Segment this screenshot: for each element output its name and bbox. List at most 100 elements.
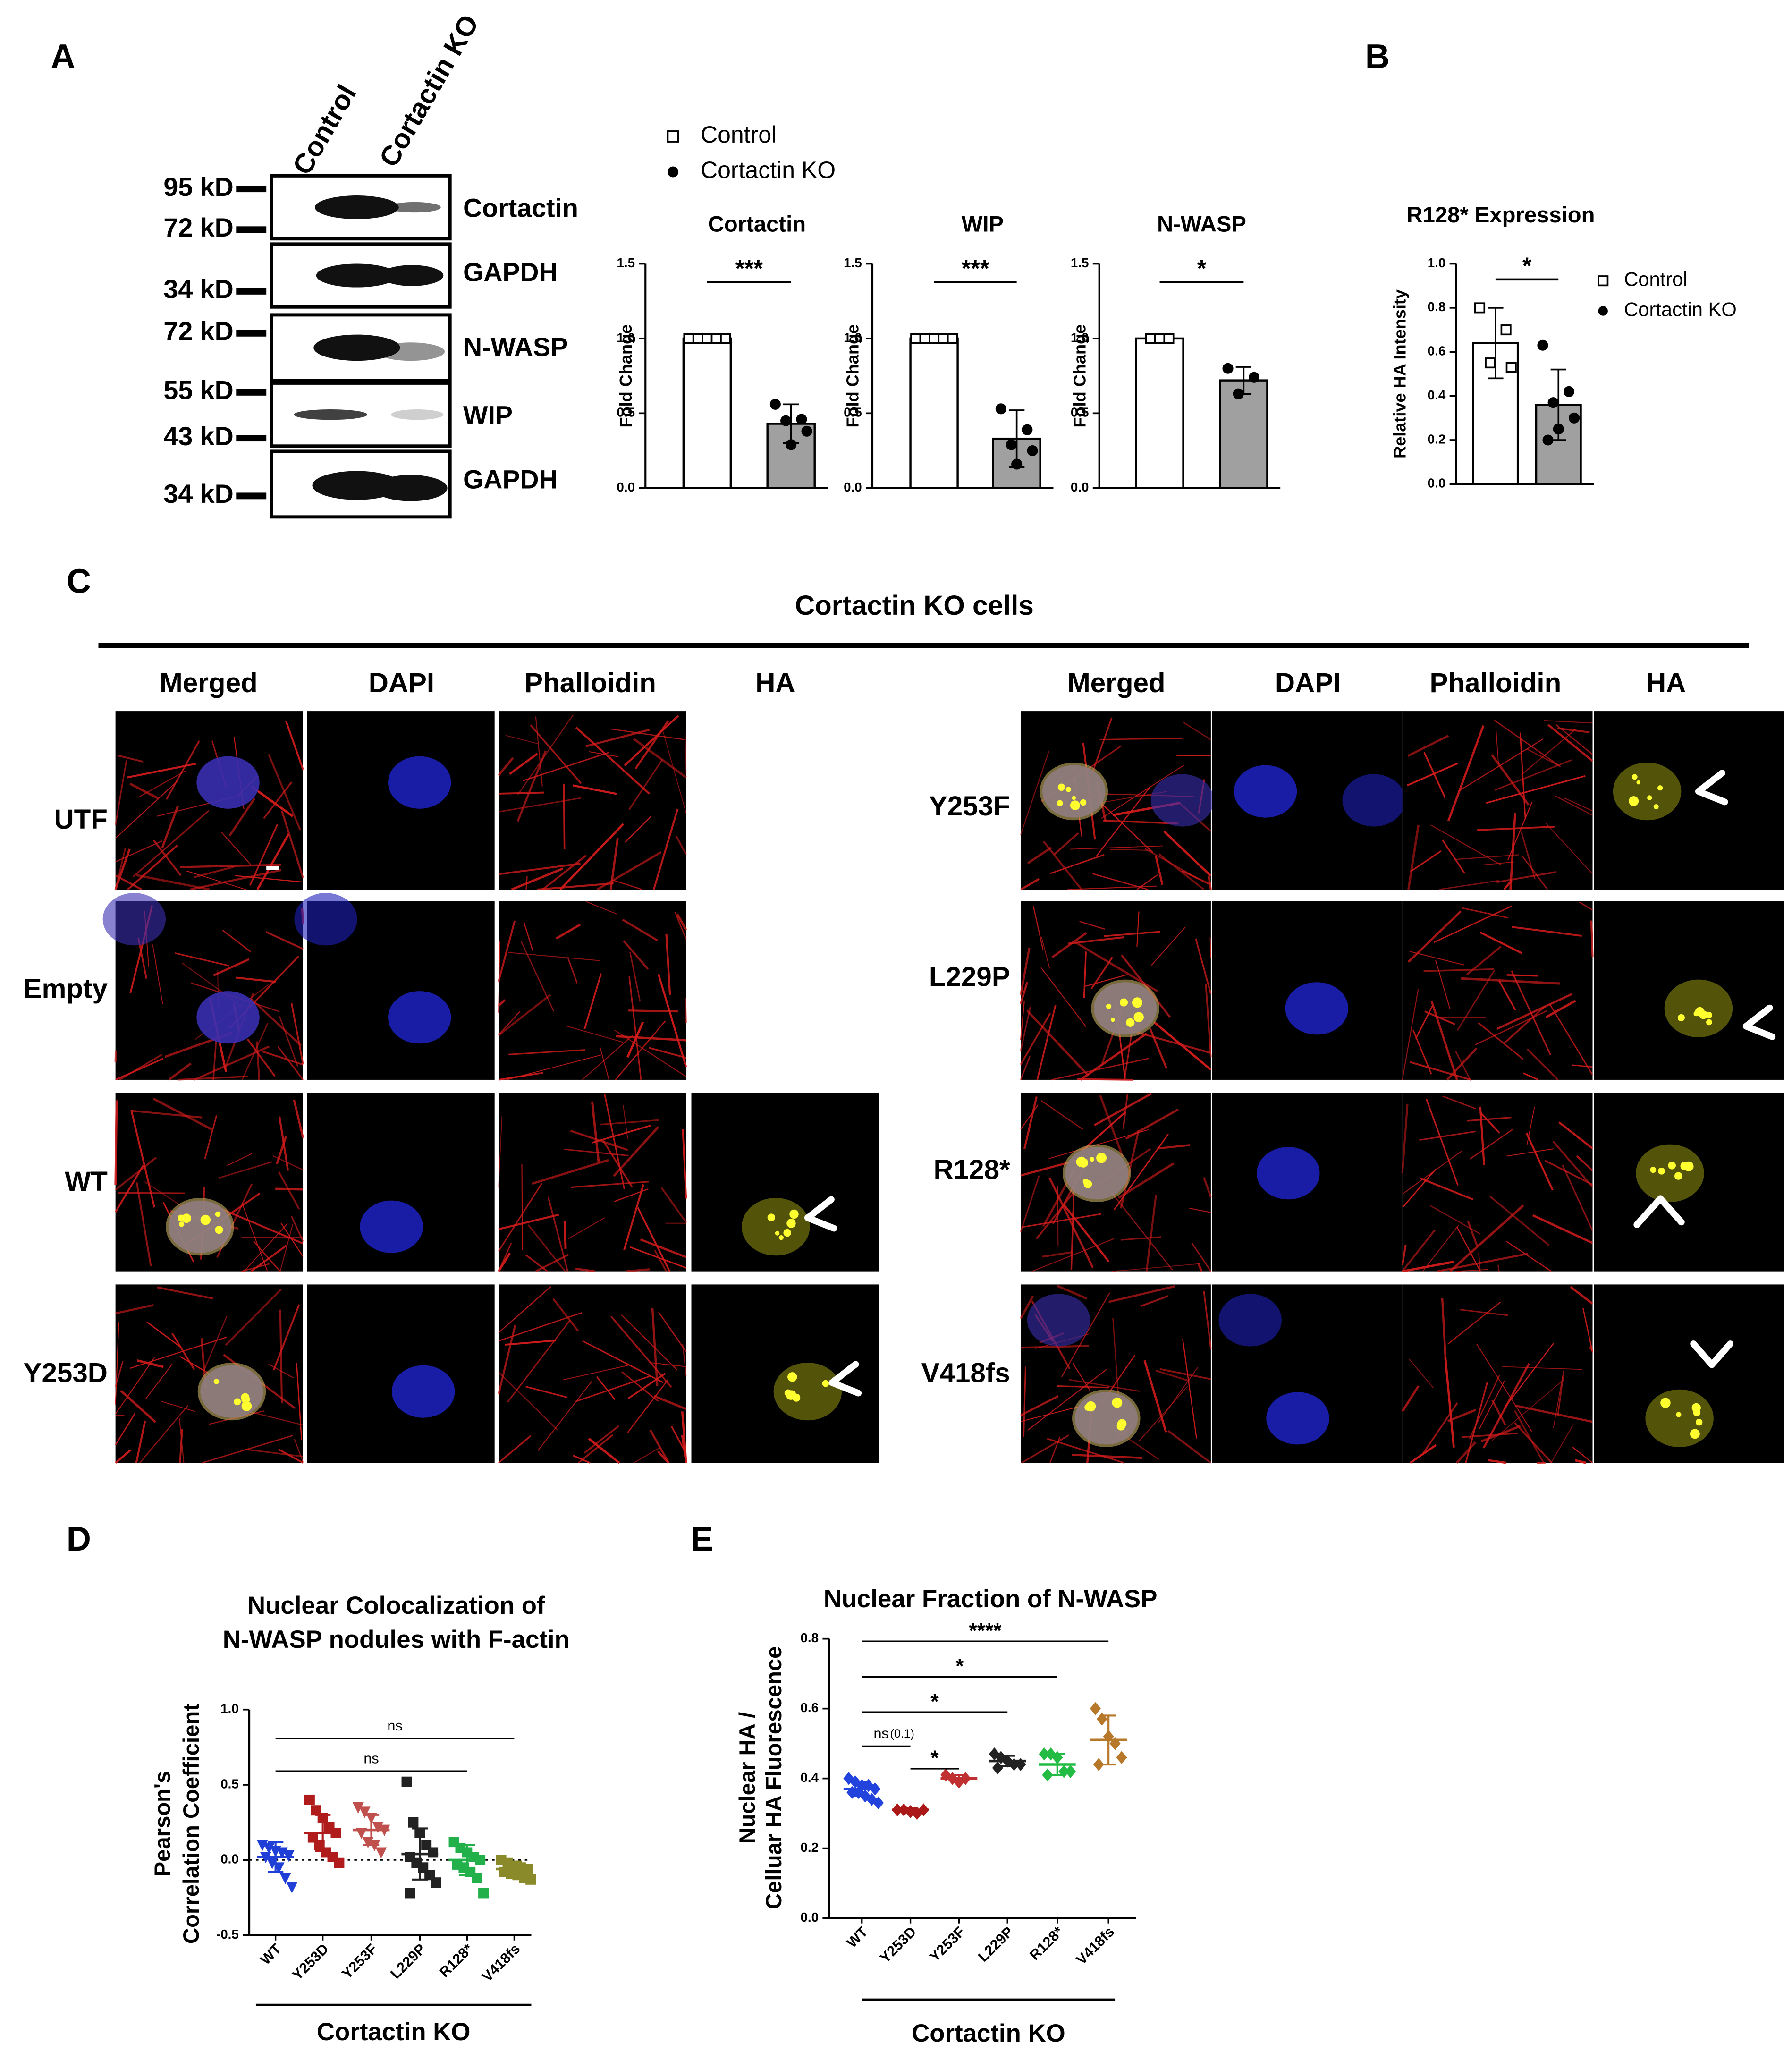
- actin-fiber: [1063, 1204, 1110, 1263]
- actin-fiber: [1437, 1253, 1528, 1272]
- y-tick-label: 1.5: [617, 255, 635, 270]
- actin-fiber: [285, 721, 304, 770]
- panel-letter: D: [67, 1520, 91, 1558]
- actin-fiber: [1407, 825, 1420, 890]
- data-point: [334, 1857, 345, 1868]
- arrowhead: [828, 1361, 862, 1397]
- actin-fiber: [278, 1116, 289, 1171]
- ha-puncta: [1706, 1019, 1712, 1026]
- row-label: Empty: [24, 973, 108, 1004]
- annotation-label: ****: [969, 1620, 1002, 1643]
- y-tick-label: 0.5: [844, 405, 862, 420]
- actin-fiber: [1441, 1298, 1447, 1362]
- marker-dash: [236, 492, 267, 500]
- actin-fiber: [547, 1196, 569, 1272]
- marker-dash: [236, 288, 267, 295]
- actin-fiber: [1122, 1094, 1129, 1129]
- actin-fiber: [507, 1319, 571, 1403]
- actin-fiber: [662, 731, 687, 814]
- actin-fiber: [602, 1140, 633, 1188]
- actin-fiber: [1509, 813, 1516, 890]
- micrograph: [115, 1284, 304, 1464]
- actin-fiber: [1104, 931, 1161, 937]
- actin-fiber: [537, 882, 614, 891]
- actin-fiber: [1402, 989, 1419, 1080]
- y-tick-label: 1.0: [617, 330, 635, 345]
- actin-fiber: [1101, 765, 1184, 819]
- data-point: [780, 415, 792, 426]
- actin-fiber: [614, 1029, 686, 1077]
- blot-band: [313, 334, 400, 361]
- ha-puncta: [1057, 800, 1063, 806]
- actin-fiber: [1020, 878, 1040, 890]
- y-tick-label: 0.0: [1071, 480, 1089, 494]
- actin-fiber: [575, 1267, 595, 1272]
- annotation-label: *: [930, 1690, 939, 1713]
- nucleus: [388, 991, 451, 1044]
- ha-puncta: [1676, 1412, 1682, 1417]
- ha-puncta: [1650, 1167, 1657, 1173]
- actin-fiber: [1157, 1144, 1190, 1150]
- actin-fiber: [221, 832, 252, 865]
- actin-fiber: [1110, 1191, 1173, 1271]
- nucleus: [360, 1200, 423, 1253]
- actin-fiber: [1067, 936, 1124, 945]
- chart-title: N-WASP: [1157, 212, 1246, 237]
- actin-fiber: [193, 865, 235, 879]
- nucleus: [1027, 1294, 1090, 1347]
- actin-fiber: [1491, 1399, 1506, 1425]
- ha-puncta: [1696, 1419, 1703, 1426]
- actin-fiber: [1203, 1291, 1212, 1349]
- actin-fiber: [1511, 926, 1582, 937]
- y-tick-label: 1.5: [1071, 255, 1089, 270]
- actin-fiber: [675, 835, 687, 855]
- actin-fiber: [1488, 1459, 1507, 1464]
- actin-fiber: [1072, 1454, 1142, 1459]
- actin-fiber: [1498, 980, 1516, 1011]
- actin-fiber: [1020, 1345, 1089, 1349]
- actin-fiber: [139, 1405, 189, 1464]
- actin-fiber: [1476, 1343, 1532, 1432]
- actin-fiber: [622, 918, 658, 941]
- actin-fiber: [508, 1049, 585, 1055]
- actin-fiber: [1526, 748, 1560, 767]
- micrograph: [1401, 1093, 1594, 1273]
- ha-puncta: [213, 1379, 220, 1384]
- actin-fiber: [516, 750, 547, 822]
- actin-fiber: [498, 1213, 559, 1230]
- actin-fiber: [115, 1413, 135, 1446]
- actin-fiber: [1402, 1229, 1436, 1272]
- y-tick-label: 0.6: [1428, 344, 1446, 358]
- actin-fiber: [1433, 905, 1512, 943]
- actin-fiber: [665, 933, 671, 995]
- data-point: [431, 1877, 442, 1888]
- actin-fiber: [1049, 854, 1105, 874]
- actin-fiber: [671, 1426, 687, 1454]
- marker-dash: [236, 186, 267, 193]
- ha-puncta: [1080, 799, 1087, 806]
- actin-fiber: [633, 738, 687, 779]
- actin-fiber: [1099, 738, 1183, 740]
- actin-fiber: [277, 1046, 304, 1080]
- actin-fiber: [1495, 726, 1499, 765]
- actin-fiber: [1558, 1121, 1593, 1150]
- actin-fiber: [1151, 926, 1186, 966]
- actin-fiber: [573, 784, 617, 795]
- y-axis-label: Fold Change: [843, 324, 862, 428]
- ha-puncta: [767, 1213, 775, 1221]
- bar: [1135, 337, 1184, 489]
- ha-puncta: [182, 1213, 192, 1223]
- actin-fiber: [273, 1155, 304, 1170]
- actin-fiber: [623, 1184, 644, 1251]
- column-header: HA: [1646, 668, 1686, 698]
- actin-fiber: [146, 1321, 181, 1348]
- actin-fiber: [236, 976, 276, 983]
- actin-fiber: [1020, 1001, 1025, 1040]
- ha-signal: [1072, 1389, 1141, 1447]
- actin-fiber: [1519, 732, 1526, 820]
- y-tick-label: 0.2: [800, 1840, 819, 1855]
- data-point: [359, 1806, 371, 1818]
- actin-fiber: [1562, 1164, 1594, 1231]
- actin-fiber: [1407, 762, 1459, 786]
- actin-fiber: [1085, 974, 1127, 987]
